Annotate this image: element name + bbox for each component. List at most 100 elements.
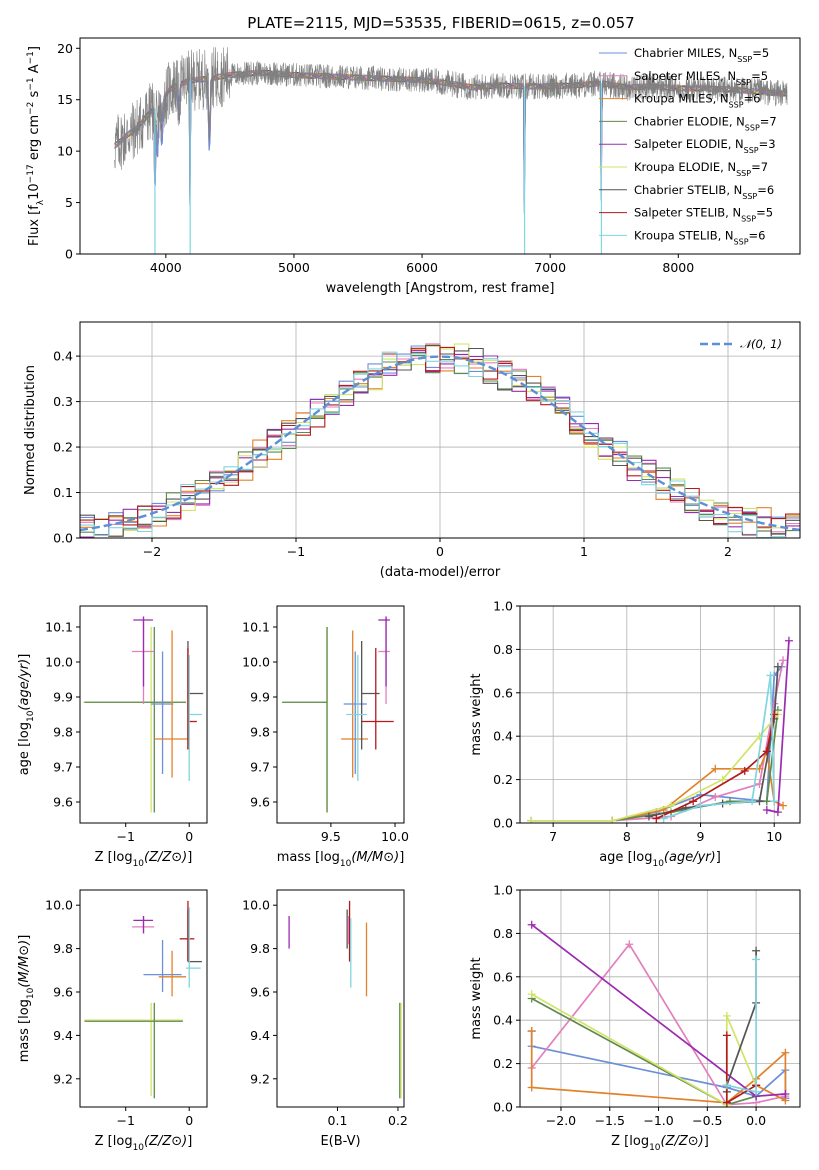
x-axis-label: mass [log10(M/M⊙)] bbox=[277, 850, 405, 869]
label-subscript: 10 bbox=[340, 859, 352, 869]
y-axis-label: mass [log10(M/M⊙)] bbox=[17, 935, 36, 1063]
x-axis-label: Z [log10(Z/Z⊙)] bbox=[611, 1134, 709, 1153]
y-tick-label: 9.2 bbox=[53, 1071, 73, 1086]
x-tick-label: 1 bbox=[580, 544, 588, 559]
x-tick-label: 4000 bbox=[150, 260, 182, 275]
mass-weight-line bbox=[611, 666, 783, 822]
point-marker bbox=[762, 747, 771, 756]
label-text: ] bbox=[187, 1134, 192, 1149]
label-subscript: 10 bbox=[649, 1143, 661, 1153]
legend-count: =5 bbox=[751, 69, 768, 83]
panel-age-vs-Z: −1 09.69.79.89.910.010.1Z [log10(Z/Z⊙)]ag… bbox=[17, 605, 208, 869]
label-text: (age/yr) bbox=[664, 850, 716, 865]
plot-area bbox=[527, 636, 793, 823]
y-tick-label: 9.6 bbox=[53, 795, 73, 810]
y-tick-label: 9.6 bbox=[250, 795, 270, 810]
x-tick-label: 0 bbox=[436, 544, 444, 559]
x-tick-label: −1.5 bbox=[595, 1113, 625, 1128]
y-axis-label: mass weight bbox=[469, 673, 484, 755]
axes-frame bbox=[519, 605, 801, 824]
x-tick-label: −1 bbox=[117, 1113, 135, 1128]
plot-area bbox=[84, 900, 202, 1099]
panel-residuals: −2 −1 0 1 2 0.0 0.1 0.2 0.3 0.4 (data-model)/error… bbox=[23, 321, 801, 580]
legend-name: Kroupa MILES, N bbox=[634, 92, 729, 106]
label-part: erg cm bbox=[27, 115, 42, 164]
axes-frame bbox=[79, 37, 801, 255]
y-tick-label: 0.0 bbox=[493, 1100, 513, 1115]
point-marker bbox=[755, 797, 764, 806]
label-text: mass [log bbox=[17, 999, 32, 1062]
axes-frame bbox=[79, 889, 208, 1108]
mass-weight-line bbox=[531, 710, 779, 822]
x-tick-label: −0.5 bbox=[692, 1113, 722, 1128]
label-subscript: 10 bbox=[26, 987, 36, 999]
legend-subscript: SSP bbox=[729, 100, 744, 109]
legend-count: =5 bbox=[752, 46, 769, 60]
point-marker bbox=[770, 797, 779, 806]
plot-area bbox=[282, 616, 394, 813]
point-marker bbox=[784, 636, 793, 645]
y-axis-label: age [log10(age/yr)] bbox=[17, 654, 36, 776]
y-tick-label: 10.0 bbox=[45, 898, 73, 913]
label-part: Flux [f bbox=[27, 205, 42, 246]
point-marker bbox=[527, 1027, 536, 1036]
point-marker bbox=[752, 1087, 761, 1096]
label-text: (age/yr) bbox=[17, 659, 32, 711]
y-tick-label: 0.8 bbox=[493, 642, 513, 657]
x-tick-label: 10 bbox=[766, 829, 782, 844]
point-marker bbox=[722, 1011, 731, 1020]
y-tick-label: 1.0 bbox=[493, 599, 513, 614]
legend-entry: Kroupa MILES, NSSP=6 bbox=[634, 92, 760, 110]
y-tick-label: 0.2 bbox=[493, 772, 513, 787]
residual-histogram bbox=[80, 346, 800, 528]
x-tick-label: 8 bbox=[623, 829, 631, 844]
plot-area bbox=[114, 47, 788, 254]
y-axis-label: Flux [fλ10−17 erg cm−2 s−1 A−1] bbox=[26, 46, 46, 246]
label-text: age [log bbox=[17, 722, 32, 775]
y-tick-label: 9.6 bbox=[53, 984, 73, 999]
point-marker bbox=[773, 808, 782, 817]
point-marker bbox=[652, 814, 661, 823]
y-tick-label: 20 bbox=[57, 41, 73, 56]
label-text: Z [log bbox=[95, 850, 133, 865]
legend-subscript: SSP bbox=[734, 237, 749, 246]
x-tick-label: 5000 bbox=[278, 260, 310, 275]
gaussian-curve bbox=[80, 355, 800, 532]
label-part: λ bbox=[36, 199, 46, 205]
y-tick-label: 10.1 bbox=[242, 620, 270, 635]
y-tick-label: 0.3 bbox=[53, 394, 73, 409]
label-part: A bbox=[27, 64, 42, 77]
axes-frame bbox=[79, 605, 208, 824]
x-tick-label: 0.0 bbox=[746, 1113, 766, 1128]
legend-name: Chabrier ELODIE, N bbox=[634, 114, 745, 128]
legend-entry: Kroupa STELIB, NSSP=6 bbox=[634, 228, 765, 246]
residual-histogram bbox=[80, 351, 800, 538]
y-tick-label: 9.8 bbox=[53, 725, 73, 740]
x-tick-label: 7 bbox=[549, 829, 557, 844]
point-marker bbox=[527, 816, 536, 823]
x-tick-label: 10.0 bbox=[381, 829, 409, 844]
label-text: mass [log bbox=[277, 850, 340, 865]
legend-subscript: SSP bbox=[742, 191, 757, 200]
point-marker bbox=[644, 812, 653, 821]
point-marker bbox=[762, 805, 771, 814]
label-part: s bbox=[27, 90, 42, 101]
y-tick-label: 0.1 bbox=[53, 485, 73, 500]
label-text: (M/M⊙) bbox=[17, 940, 32, 988]
label-text: (Z/Z⊙) bbox=[144, 1134, 187, 1149]
x-tick-label: 0.2 bbox=[388, 1113, 408, 1128]
legend-count: =6 bbox=[749, 228, 766, 242]
point-marker bbox=[527, 1083, 536, 1092]
y-axis-label: mass weight bbox=[469, 957, 484, 1039]
label-text: ] bbox=[17, 935, 32, 940]
point-marker bbox=[667, 801, 676, 810]
point-marker bbox=[718, 775, 727, 784]
panel-mass-weight-vs-Z: −2.0 −1.5 −1.0 −0.5 0.0 0.0 0.2 0.4 0.6 0.8 1.0 Z [… bbox=[469, 883, 801, 1153]
x-tick-label: −2.0 bbox=[546, 1113, 576, 1128]
legend-entry: Kroupa ELODIE, NSSP=7 bbox=[634, 160, 768, 178]
point-marker bbox=[779, 801, 788, 810]
panel-age-vs-mass: 9.5 10.0 9.6 9.7 9.8 9.9 10.0 10.1 mass [log10(M… bbox=[242, 605, 409, 869]
label-part: −2 bbox=[26, 102, 36, 115]
legend-count: =7 bbox=[760, 114, 777, 128]
